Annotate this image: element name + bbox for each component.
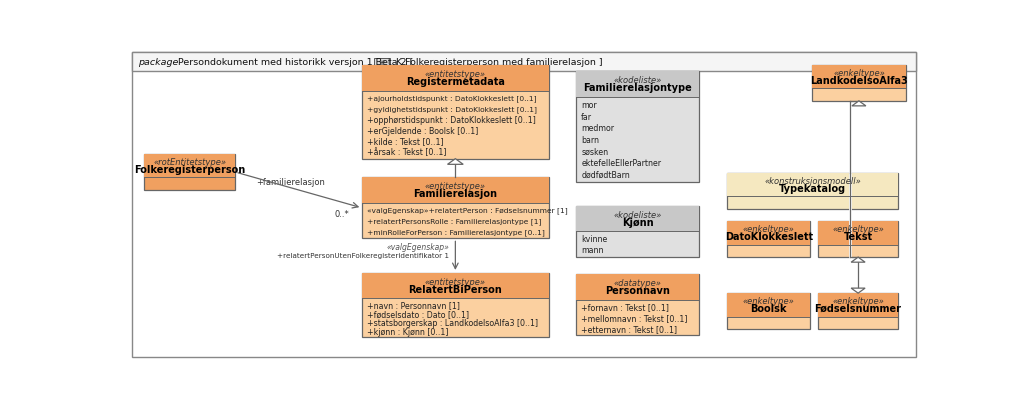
Text: Kjønn: Kjønn: [622, 217, 653, 227]
Text: K Folkeregisterperson med familierelasjon ]: K Folkeregisterperson med familierelasjo…: [393, 58, 603, 67]
Text: RelatertBiPerson: RelatertBiPerson: [409, 284, 502, 294]
Text: LandkodelsoAlfa3: LandkodelsoAlfa3: [810, 76, 908, 85]
Text: +kjønn : Kjønn [0..1]: +kjønn : Kjønn [0..1]: [367, 327, 449, 336]
FancyBboxPatch shape: [577, 275, 699, 335]
FancyBboxPatch shape: [362, 273, 549, 299]
Text: +fødselsdato : Dato [0..1]: +fødselsdato : Dato [0..1]: [367, 309, 469, 318]
Text: Folkeregisterperson: Folkeregisterperson: [134, 164, 245, 175]
Polygon shape: [447, 159, 463, 165]
FancyBboxPatch shape: [727, 293, 811, 317]
FancyBboxPatch shape: [727, 222, 811, 258]
Text: «konstruksjonsmodell»: «konstruksjonsmodell»: [764, 176, 861, 185]
Text: package: package: [138, 58, 179, 67]
FancyBboxPatch shape: [818, 222, 898, 245]
Text: Personnavn: Personnavn: [605, 286, 671, 296]
FancyBboxPatch shape: [812, 66, 905, 89]
FancyBboxPatch shape: [727, 222, 811, 245]
Text: «entitetstype»: «entitetstype»: [425, 182, 485, 191]
Text: Persondokument med historikk versjon 1 Beta 2 [: Persondokument med historikk versjon 1 B…: [178, 58, 414, 67]
FancyBboxPatch shape: [727, 293, 811, 329]
FancyBboxPatch shape: [132, 53, 916, 357]
FancyBboxPatch shape: [362, 66, 549, 159]
FancyBboxPatch shape: [577, 206, 699, 232]
Text: søsken: søsken: [582, 147, 608, 156]
Text: +mellomnavn : Tekst [0..1]: +mellomnavn : Tekst [0..1]: [582, 313, 687, 322]
Polygon shape: [851, 288, 865, 293]
Text: mann: mann: [582, 246, 603, 255]
Text: Typekatalog: Typekatalog: [779, 183, 846, 193]
FancyBboxPatch shape: [727, 173, 898, 197]
Text: +minRolleForPerson : Familierelasjontype [0..1]: +minRolleForPerson : Familierelasjontype…: [367, 228, 545, 235]
Text: +kilde : Tekst [0..1]: +kilde : Tekst [0..1]: [367, 137, 443, 146]
Text: «kodeliste»: «kodeliste»: [613, 76, 662, 85]
FancyBboxPatch shape: [577, 72, 699, 183]
Text: +etternavn : Tekst [0..1]: +etternavn : Tekst [0..1]: [582, 324, 677, 333]
FancyBboxPatch shape: [577, 72, 699, 98]
FancyBboxPatch shape: [143, 155, 236, 190]
FancyBboxPatch shape: [818, 293, 898, 317]
Text: DatoKlokkeslett: DatoKlokkeslett: [725, 232, 813, 241]
Text: «valgEgenskap»: «valgEgenskap»: [386, 242, 449, 251]
Text: Boolsk: Boolsk: [751, 303, 787, 313]
Text: 0..*: 0..*: [335, 209, 349, 218]
FancyBboxPatch shape: [818, 293, 898, 329]
FancyBboxPatch shape: [143, 155, 236, 178]
Text: «datatype»: «datatype»: [614, 279, 662, 288]
Text: Fødselsnummer: Fødselsnummer: [815, 303, 901, 313]
Text: Registermetadata: Registermetadata: [406, 77, 505, 87]
Text: «kodeliste»: «kodeliste»: [613, 210, 662, 219]
Text: +erGjeldende : Boolsk [0..1]: +erGjeldende : Boolsk [0..1]: [367, 126, 478, 135]
Text: «entitetstype»: «entitetstype»: [425, 70, 485, 79]
Text: far: far: [582, 112, 592, 121]
FancyBboxPatch shape: [727, 173, 898, 209]
Text: «enkeltype»: «enkeltype»: [833, 224, 884, 234]
Text: +familierelasjon: +familierelasjon: [256, 178, 326, 187]
Text: «entitetstype»: «entitetstype»: [425, 277, 485, 286]
Text: «rotEntitetstype»: «rotEntitetstype»: [153, 158, 226, 166]
Text: barn: barn: [582, 136, 599, 145]
Text: Familierelasjon: Familierelasjon: [414, 189, 498, 199]
Text: +gyldighetstidspunkt : DatoKlokkeslett [0..1]: +gyldighetstidspunkt : DatoKlokkeslett […: [367, 106, 537, 113]
Text: +årsak : Tekst [0..1]: +årsak : Tekst [0..1]: [367, 148, 446, 157]
FancyBboxPatch shape: [374, 59, 390, 67]
FancyBboxPatch shape: [362, 178, 549, 204]
Text: +opphørstidspunkt : DatoKlokkeslett [0..1]: +opphørstidspunkt : DatoKlokkeslett [0..…: [367, 115, 536, 124]
Text: «enkeltype»: «enkeltype»: [743, 296, 795, 305]
FancyBboxPatch shape: [362, 178, 549, 239]
Text: +relatertPersonsRolle : Familierelasjontype [1]: +relatertPersonsRolle : Familierelasjont…: [367, 218, 542, 225]
FancyBboxPatch shape: [362, 273, 549, 337]
Text: «valgEgenskap»+relatertPerson : Fødselsnummer [1]: «valgEgenskap»+relatertPerson : Fødselsn…: [367, 207, 567, 214]
Text: «enkeltype»: «enkeltype»: [834, 68, 885, 78]
Text: +navn : Personnavn [1]: +navn : Personnavn [1]: [367, 300, 460, 309]
Text: Familierelasjontype: Familierelasjontype: [584, 83, 692, 93]
Text: +relatertPersonUtenFolkeregisteridentifikator 1: +relatertPersonUtenFolkeregisteridentifi…: [278, 253, 449, 258]
Text: dødfødtBarn: dødfødtBarn: [582, 171, 630, 179]
Text: +fornavn : Tekst [0..1]: +fornavn : Tekst [0..1]: [582, 303, 669, 312]
Polygon shape: [852, 102, 866, 107]
FancyBboxPatch shape: [132, 53, 916, 72]
FancyBboxPatch shape: [812, 66, 905, 102]
FancyBboxPatch shape: [818, 222, 898, 258]
FancyBboxPatch shape: [362, 66, 549, 91]
Text: +statsborgerskap : LandkodelsoAlfa3 [0..1]: +statsborgerskap : LandkodelsoAlfa3 [0..…: [367, 318, 538, 327]
Text: «enkeltype»: «enkeltype»: [743, 224, 795, 234]
Text: +ajourholdstidspunkt : DatoKlokkeslett [0..1]: +ajourholdstidspunkt : DatoKlokkeslett […: [367, 95, 537, 102]
Text: Tekst: Tekst: [844, 232, 872, 241]
Polygon shape: [851, 258, 865, 262]
FancyBboxPatch shape: [577, 275, 699, 300]
Text: mor: mor: [582, 101, 597, 110]
Text: ≣: ≣: [379, 58, 385, 68]
Text: «enkeltype»: «enkeltype»: [833, 296, 884, 305]
Text: medmor: medmor: [582, 124, 614, 133]
Text: ektefelleEllerPartner: ektefelleEllerPartner: [582, 159, 662, 168]
Text: kvinne: kvinne: [582, 234, 607, 243]
FancyBboxPatch shape: [577, 206, 699, 258]
